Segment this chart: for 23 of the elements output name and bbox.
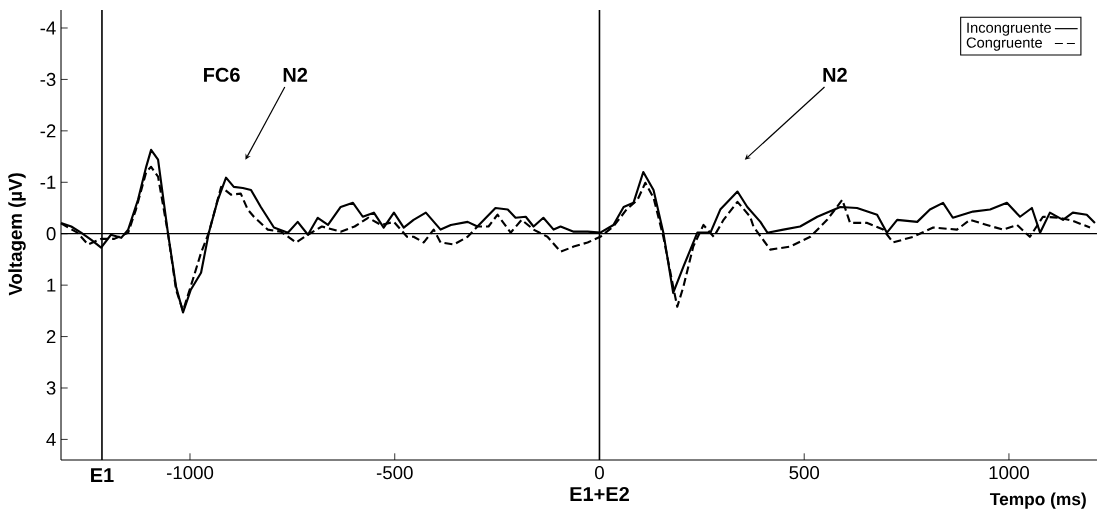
x-axis-title: Tempo (ms)	[989, 492, 1086, 509]
ref-line-label: E1+E2	[570, 486, 629, 501]
annotation: N2	[283, 67, 308, 82]
y-tick-label: -4	[40, 21, 56, 35]
x-tick-label: 1000	[989, 466, 1029, 480]
annotation: N2	[823, 67, 847, 82]
y-tick-label: 4	[46, 433, 56, 446]
y-tick-label: -2	[40, 124, 56, 138]
ref-line-label: E1	[91, 468, 114, 483]
x-tick-label: -1000	[166, 466, 214, 480]
x-tick-label: -500	[376, 466, 413, 480]
x-tick-label: 500	[789, 466, 820, 480]
annotation: FC6	[204, 67, 240, 82]
y-tick-label: 0	[46, 227, 56, 241]
y-tick-label: 1	[47, 278, 56, 292]
y-tick-label: 2	[46, 330, 56, 344]
y-tick-label: -3	[40, 72, 56, 87]
legend-label: Incongruente	[967, 22, 1051, 36]
y-tick-label: 3	[46, 381, 56, 395]
y-axis-title: Voltagem (µV)	[8, 173, 26, 296]
legend-label: Congruente	[966, 37, 1042, 51]
x-tick-label: 0	[595, 466, 604, 480]
y-tick-label: -1	[40, 175, 56, 189]
